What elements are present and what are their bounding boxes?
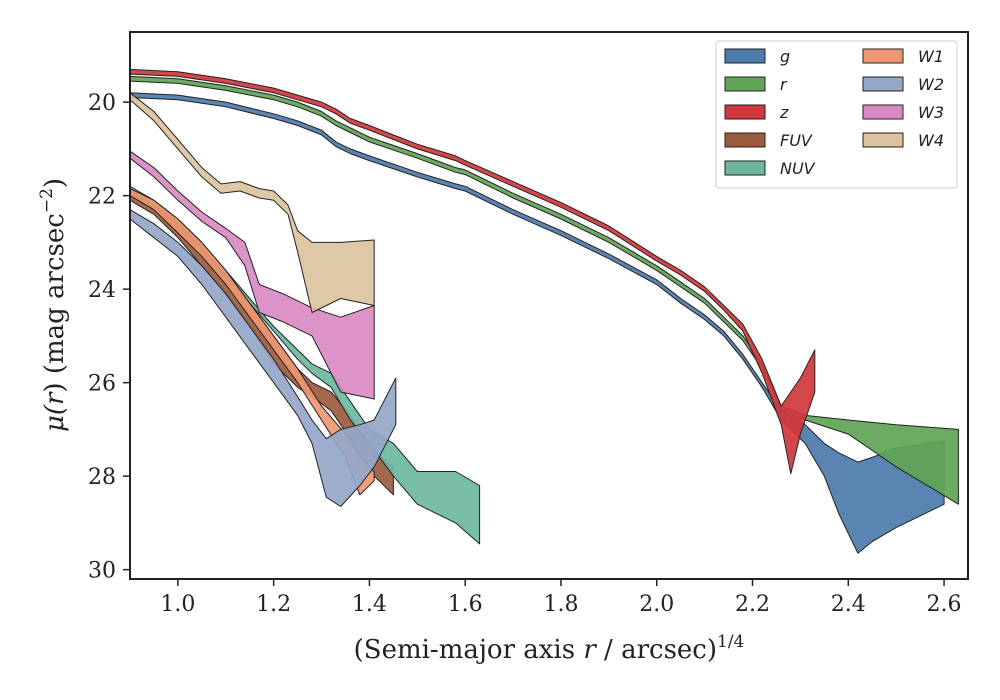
y-axis-label-mu: μ( [40, 404, 70, 432]
x-tick-label: 2.0 [639, 592, 674, 617]
legend-swatch-g [724, 48, 766, 64]
band-z [129, 68, 816, 475]
band-r [129, 75, 959, 505]
y-axis-label-end: ) [40, 178, 70, 188]
legend-label-fuv: FUV [780, 131, 813, 150]
x-axis-label-sup: 1/4 [717, 632, 744, 652]
x-tick-label: 2.2 [735, 592, 770, 617]
series-bands [129, 68, 959, 554]
y-axis-ticks: 20 22 24 26 28 30 [88, 91, 130, 584]
legend-label-w2: W2 [918, 75, 944, 94]
legend-swatch-w2 [862, 76, 904, 92]
x-axis-label-mid: / arcsec) [596, 635, 717, 665]
band-w3 [129, 150, 375, 400]
x-tick-label: 2.4 [831, 592, 866, 617]
x-tick-label: 1.6 [448, 592, 483, 617]
plot-frame [129, 31, 969, 580]
legend-label-nuv: NUV [780, 159, 816, 178]
y-tick-label: 28 [88, 465, 116, 490]
legend-label-w3: W3 [918, 103, 944, 122]
band-g [129, 92, 945, 554]
legend-label-w4: W4 [918, 131, 944, 150]
band-w2 [129, 209, 397, 507]
y-axis-label-var: r [40, 391, 70, 405]
x-tick-label: 1.4 [352, 592, 387, 617]
y-tick-label: 22 [88, 185, 116, 210]
band-w4 [129, 92, 375, 313]
legend-label-w1: W1 [918, 47, 944, 66]
x-tick-label: 1.0 [160, 592, 195, 617]
legend-items: grz FUV NUV W1 W2 W3 W4 [724, 47, 944, 178]
legend-label-z: z [779, 103, 789, 122]
legend-swatch-r [724, 76, 766, 92]
y-tick-label: 20 [88, 91, 116, 116]
y-tick-label: 30 [88, 559, 116, 584]
legend: grz FUV NUV W1 W2 W3 W4 [715, 40, 958, 189]
legend-label-r: r [780, 75, 788, 94]
legend-swatch-z [724, 104, 766, 120]
legend-swatch-nuv [724, 160, 766, 176]
y-tick-label: 26 [88, 372, 116, 397]
legend-label-g: g [780, 47, 790, 66]
x-axis-label-prefix: (Semi-major axis [354, 635, 584, 665]
x-axis-label: (Semi-major axis r / arcsec)1/4 [354, 632, 745, 665]
x-tick-label: 1.8 [543, 592, 578, 617]
x-tick-label: 2.6 [927, 592, 962, 617]
y-tick-label: 24 [88, 278, 116, 303]
y-axis-label: μ(r) (mag arcsec−2) [37, 178, 70, 432]
legend-swatch-w1 [862, 48, 904, 64]
y-axis-label-mid: ) (mag arcsec [40, 213, 70, 392]
legend-swatch-w3 [862, 104, 904, 120]
y-axis-label-sup: −2 [37, 188, 57, 213]
legend-swatch-w4 [862, 132, 904, 148]
legend-swatch-fuv [724, 132, 766, 148]
x-axis-label-var: r [583, 635, 597, 665]
x-axis-ticks: 1.0 1.2 1.4 1.6 1.8 2.0 2.2 2.4 2.6 [160, 579, 962, 617]
x-tick-label: 1.2 [256, 592, 291, 617]
